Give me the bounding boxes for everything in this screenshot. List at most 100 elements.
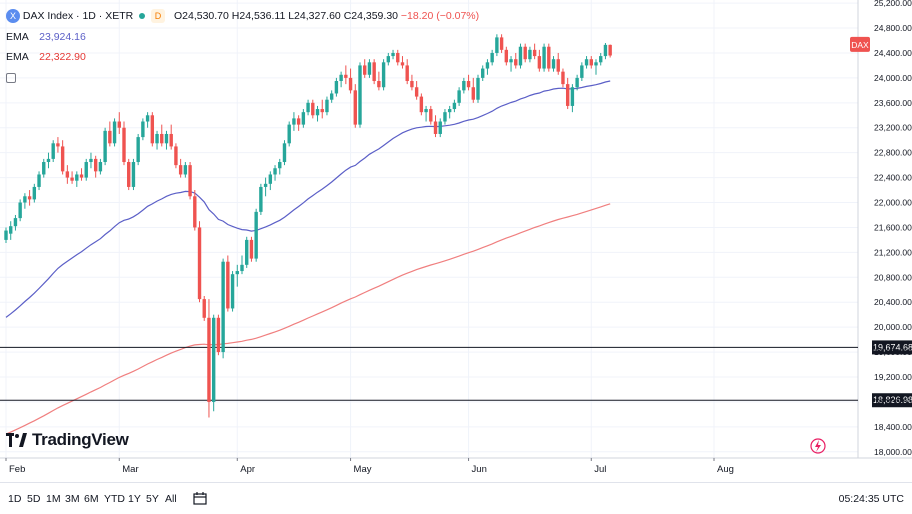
candle-body[interactable] — [197, 227, 202, 300]
candle-body[interactable] — [565, 84, 570, 106]
candle-body[interactable] — [193, 196, 197, 228]
candle-body[interactable] — [424, 109, 428, 113]
candle-body[interactable] — [603, 44, 608, 57]
candle-body[interactable] — [75, 174, 79, 181]
candle-body[interactable] — [51, 143, 55, 159]
candle-body[interactable] — [315, 109, 320, 116]
candle-body[interactable] — [273, 168, 277, 175]
candle-body[interactable] — [108, 130, 112, 144]
range-button-3m[interactable]: 3M — [65, 493, 80, 505]
candle-body[interactable] — [481, 68, 485, 78]
candle-body[interactable] — [245, 239, 249, 265]
candle-body[interactable] — [509, 59, 513, 63]
events-icon[interactable] — [810, 438, 826, 454]
collapse-legend-icon[interactable] — [6, 73, 16, 86]
candle-body[interactable] — [537, 56, 542, 69]
candle-body[interactable] — [514, 59, 518, 66]
candle-body[interactable] — [84, 162, 88, 178]
candle-body[interactable] — [56, 143, 60, 147]
candle-body[interactable] — [268, 174, 273, 184]
candle-body[interactable] — [122, 127, 126, 163]
candle-body[interactable] — [580, 65, 584, 78]
candle-body[interactable] — [160, 133, 164, 144]
candle-body[interactable] — [183, 165, 188, 175]
candle-body[interactable] — [79, 174, 84, 178]
candle-body[interactable] — [334, 81, 339, 94]
range-button-6m[interactable]: 6M — [84, 493, 99, 505]
candle-body[interactable] — [320, 109, 324, 113]
candle-body[interactable] — [381, 62, 386, 88]
candle-body[interactable] — [188, 165, 192, 197]
candle-body[interactable] — [155, 133, 159, 144]
candle-body[interactable] — [46, 158, 51, 163]
candle-body[interactable] — [282, 143, 287, 163]
candle-body[interactable] — [570, 87, 575, 106]
candle-body[interactable] — [485, 62, 490, 69]
candle-body[interactable] — [547, 46, 551, 69]
candle-body[interactable] — [358, 65, 362, 125]
delayed-badge[interactable]: D — [151, 9, 166, 23]
candle-body[interactable] — [235, 271, 239, 275]
candle-body[interactable] — [117, 121, 121, 128]
candle-body[interactable] — [13, 218, 18, 227]
candle-body[interactable] — [9, 226, 13, 234]
ema-slow-legend[interactable]: EMA 22,322.90 — [6, 51, 86, 63]
candle-body[interactable] — [27, 196, 32, 200]
candle-body[interactable] — [433, 121, 438, 134]
candle-body[interactable] — [23, 196, 27, 203]
candle-body[interactable] — [221, 261, 225, 353]
candle-body[interactable] — [429, 109, 433, 122]
range-button-all[interactable]: All — [165, 493, 177, 505]
candle-body[interactable] — [599, 56, 603, 63]
candle-body[interactable] — [178, 165, 183, 175]
candle-body[interactable] — [495, 37, 499, 53]
range-button-1m[interactable]: 1M — [46, 493, 61, 505]
candle-body[interactable] — [296, 118, 301, 125]
candle-body[interactable] — [556, 59, 560, 72]
candle-body[interactable] — [127, 162, 131, 187]
candle-body[interactable] — [42, 162, 46, 175]
candle-body[interactable] — [462, 81, 466, 91]
candle-body[interactable] — [391, 52, 395, 57]
candle-body[interactable] — [207, 317, 211, 402]
candle-body[interactable] — [278, 162, 282, 169]
candle-body[interactable] — [396, 52, 400, 63]
candle-body[interactable] — [145, 115, 150, 122]
candle-body[interactable] — [471, 87, 475, 100]
tradingview-logo[interactable]: TradingView — [6, 430, 129, 450]
candle-body[interactable] — [131, 162, 136, 187]
candle-body[interactable] — [230, 274, 235, 309]
candle-body[interactable] — [211, 317, 216, 402]
range-button-5d[interactable]: 5D — [27, 493, 41, 505]
candle-body[interactable] — [523, 46, 527, 60]
candle-body[interactable] — [589, 59, 593, 66]
candle-body[interactable] — [325, 99, 329, 113]
candle-body[interactable] — [93, 158, 98, 172]
candle-body[interactable] — [405, 65, 409, 82]
candle-body[interactable] — [344, 74, 348, 78]
utc-clock[interactable]: 05:24:35 UTC — [838, 493, 904, 505]
candle-body[interactable] — [490, 52, 494, 63]
candle-body[interactable] — [504, 49, 509, 63]
candle-body[interactable] — [377, 81, 381, 88]
candle-body[interactable] — [608, 44, 612, 56]
candle-body[interactable] — [443, 112, 447, 122]
candle-body[interactable] — [438, 121, 442, 134]
candle-body[interactable] — [292, 118, 296, 125]
candle-body[interactable] — [89, 158, 93, 163]
candle-body[interactable] — [136, 137, 140, 163]
candle-body[interactable] — [164, 133, 169, 144]
candle-body[interactable] — [339, 74, 343, 82]
candle-body[interactable] — [311, 102, 315, 116]
candle-body[interactable] — [372, 62, 376, 82]
symbol-title[interactable]: DAX Index · 1D · XETR — [22, 9, 134, 22]
candle-body[interactable] — [103, 130, 107, 163]
candle-body[interactable] — [4, 230, 8, 240]
candle-body[interactable] — [169, 133, 173, 147]
candle-body[interactable] — [452, 102, 457, 110]
candle-body[interactable] — [174, 146, 178, 166]
price-chart[interactable]: 19,674.68 18,826.98 25,200.00 24,800.00 24,4… — [0, 0, 912, 482]
range-button-5y[interactable]: 5Y — [146, 493, 159, 505]
candle-body[interactable] — [532, 49, 537, 57]
candle-body[interactable] — [419, 96, 424, 113]
